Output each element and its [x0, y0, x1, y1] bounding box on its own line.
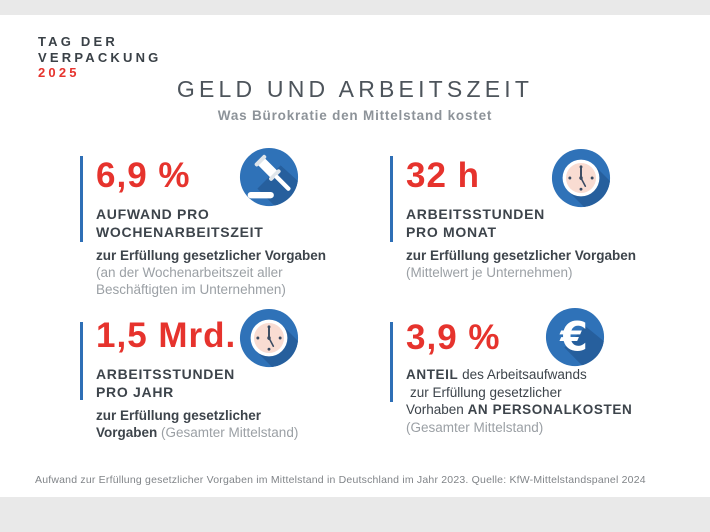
stat-desc: zur Erfüllung gesetzlicher Vorgaben: [406, 248, 637, 263]
accent-bar: [80, 322, 83, 400]
stat-value: 6,9 %: [96, 156, 191, 195]
stat-block-arbeitsstunden-jahr: 1,5 Mrd. ARBEITSSTUNDEN PRO JAHR zur Erf…: [80, 308, 348, 442]
stat-block-anteil-personalkosten: € 3,9 % ANTEIL des Arbeitsaufwands zur E…: [390, 307, 658, 436]
brand-block: TAG DER VERPACKUNG 2025: [38, 34, 162, 81]
gavel-icon: [239, 147, 299, 207]
stat-note-line1: (Gesamter Mittelstand): [406, 419, 544, 435]
page-title: GELD UND ARBEITSZEIT: [176, 76, 534, 102]
stat-value: 32 h: [406, 156, 481, 195]
clock-icon: [551, 148, 611, 208]
stat-desc: zur Erfüllung gesetzlicher Vorgaben: [96, 248, 327, 263]
stat-desc: zur Erfüllung gesetzlicher: [96, 408, 262, 423]
accent-bar: [390, 322, 393, 402]
stat-label-line1: ARBEITSSTUNDEN: [96, 366, 235, 382]
stat-value: 1,5 Mrd.: [96, 316, 237, 355]
svg-text:€: €: [559, 315, 588, 361]
stat-line3: Vorhaben AN PERSONALKOSTEN: [406, 401, 658, 419]
stat-line3-plain: Vorhaben: [406, 402, 464, 417]
brand-line2: VERPACKUNG: [38, 49, 162, 65]
stat-block-aufwand-wochenarbeitszeit: 6,9 % AUFWAND PRO WOCHENARBEITSZEIT zur …: [80, 147, 348, 298]
stat-label-line1: AUFWAND PRO: [96, 206, 210, 222]
top-gray-strip: [0, 0, 710, 15]
stat-line2: zur Erfüllung gesetzlicher: [410, 384, 562, 400]
accent-bar: [390, 156, 393, 242]
stat-bold-personalkosten: AN PERSONALKOSTEN: [467, 402, 633, 417]
stat-note-line2: Beschäftigten im Unternehmen): [96, 282, 286, 297]
header: GELD UND ARBEITSZEIT Was Bürokratie den …: [0, 76, 710, 123]
brand-line1: TAG DER: [38, 34, 118, 49]
stat-note-line1: (Mittelwert je Unternehmen): [406, 265, 573, 280]
euro-icon: €: [545, 307, 605, 367]
page-subtitle: Was Bürokratie den Mittelstand kostet: [217, 108, 493, 123]
stat-bold-anteil: ANTEIL: [406, 367, 459, 382]
stat-note-line1: (an der Wochenarbeitszeit aller: [96, 265, 283, 280]
stat-label-line2: PRO MONAT: [406, 223, 497, 240]
stat-value: 3,9 %: [406, 318, 501, 357]
stat-label-line1: ARBEITSSTUNDEN: [406, 206, 545, 222]
clock-icon: [239, 308, 299, 368]
stat-desc-bold-word: Vorgaben: [96, 425, 158, 440]
brand-year: 2025: [38, 65, 80, 80]
stat-label-line2: PRO JAHR: [96, 383, 174, 400]
stat-block-arbeitsstunden-monat: 32 h ARBEITSSTUNDEN PRO MONAT zur Erfüll…: [390, 148, 658, 281]
stat-line1-rest: des Arbeitsaufwands: [462, 367, 587, 382]
accent-bar: [80, 156, 83, 242]
stat-note-inline: (Gesamter Mittelstand): [161, 425, 299, 440]
stat-label-line2: WOCHENARBEITSZEIT: [96, 223, 264, 240]
bottom-gray-strip: [0, 497, 710, 532]
stat-desc-mixed: Vorgaben (Gesamter Mittelstand): [96, 424, 348, 442]
source-footnote: Aufwand zur Erfüllung gesetzlicher Vorga…: [35, 474, 646, 486]
stat-line1: ANTEIL des Arbeitsaufwands: [406, 366, 658, 384]
